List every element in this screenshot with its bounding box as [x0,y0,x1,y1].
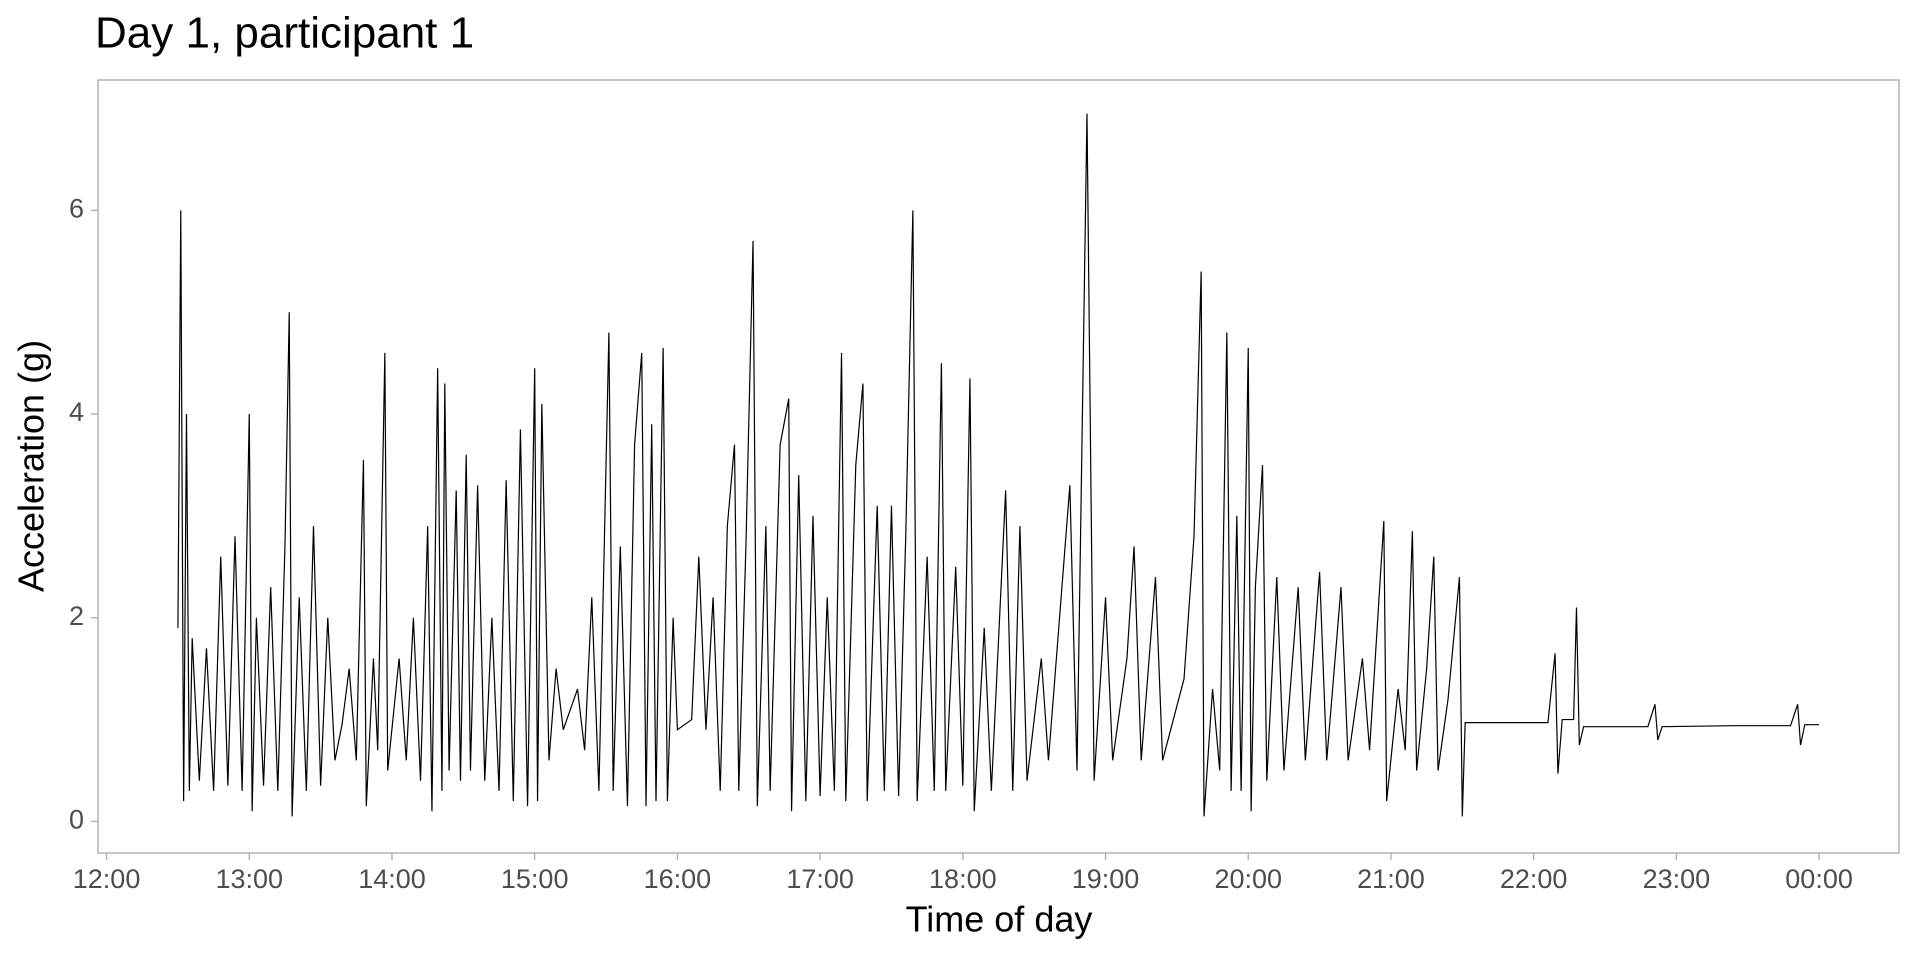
x-tick-label: 14:00 [358,864,426,894]
x-tick-label: 00:00 [1785,864,1853,894]
x-tick-label: 16:00 [644,864,712,894]
x-tick-label: 22:00 [1500,864,1568,894]
chart-title: Day 1, participant 1 [95,9,474,58]
x-tick-label: 20:00 [1214,864,1282,894]
y-tick-label: 6 [69,193,84,223]
x-tick-label: 17:00 [786,864,854,894]
y-tick-label: 4 [69,397,84,427]
x-axis-title: Time of day [906,899,1093,940]
plot-panel [97,79,1900,854]
x-tick-label: 12:00 [73,864,141,894]
x-tick-label: 18:00 [929,864,997,894]
y-axis-title: Acceleration (g) [11,340,52,592]
x-tick-label: 13:00 [215,864,283,894]
y-tick-label: 0 [69,805,84,835]
x-tick-label: 19:00 [1072,864,1140,894]
signal-line [177,113,1820,817]
x-tick-label: 21:00 [1357,864,1425,894]
x-tick-label: 23:00 [1643,864,1711,894]
y-tick-label: 2 [69,601,84,631]
x-tick-label: 15:00 [501,864,569,894]
